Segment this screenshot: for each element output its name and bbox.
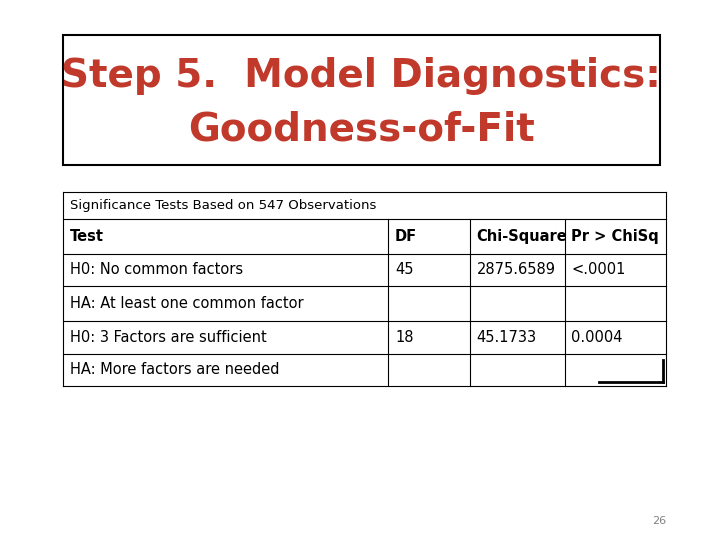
Text: Test: Test [70,229,104,244]
Text: 18: 18 [395,330,413,345]
Text: Chi-Square: Chi-Square [477,229,567,244]
Text: Pr > ChiSq: Pr > ChiSq [572,229,660,244]
Text: Significance Tests Based on 547 Observations: Significance Tests Based on 547 Observat… [70,199,376,212]
Text: 0.0004: 0.0004 [572,330,623,345]
Text: Goodness-of-Fit: Goodness-of-Fit [188,111,534,148]
Text: 26: 26 [652,516,666,526]
Text: HA: At least one common factor: HA: At least one common factor [70,296,303,311]
Text: DF: DF [395,229,417,244]
Text: HA: More factors are needed: HA: More factors are needed [70,362,279,377]
Text: Step 5.  Model Diagnostics:: Step 5. Model Diagnostics: [61,57,661,94]
Text: H0: No common factors: H0: No common factors [70,262,243,278]
Text: 2875.6589: 2875.6589 [477,262,556,278]
Text: 45: 45 [395,262,413,278]
FancyBboxPatch shape [63,35,660,165]
Text: H0: 3 Factors are sufficient: H0: 3 Factors are sufficient [70,330,266,345]
Text: 45.1733: 45.1733 [477,330,536,345]
Text: <.0001: <.0001 [572,262,626,278]
